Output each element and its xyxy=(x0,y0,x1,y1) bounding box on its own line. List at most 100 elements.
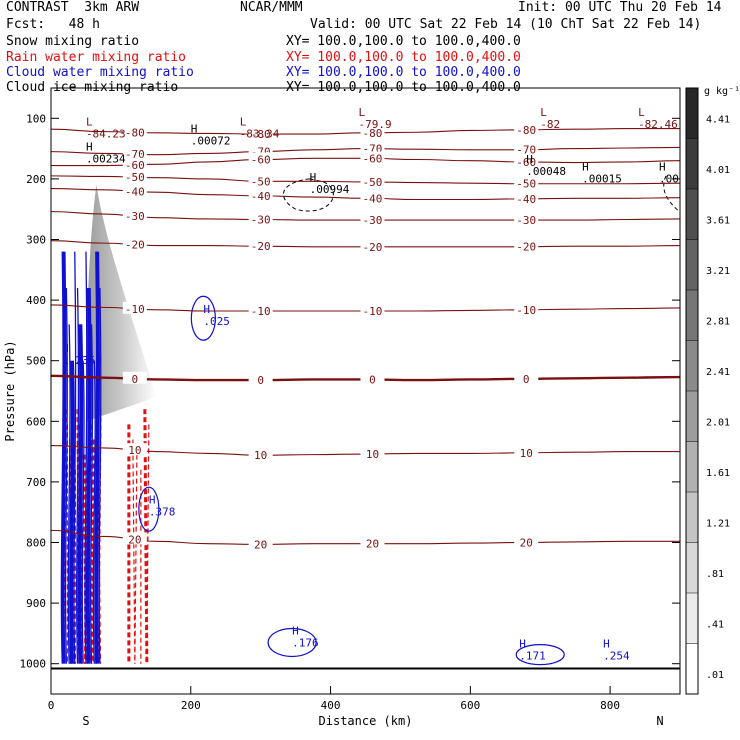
temperature-contour-label: -80 xyxy=(363,127,383,140)
cloud-water-contour xyxy=(81,360,85,664)
temperature-contour-label: -30 xyxy=(363,214,383,227)
contour-label-bg xyxy=(360,239,385,252)
high-marker: H xyxy=(149,493,156,506)
contour-label-bg xyxy=(514,154,539,167)
colorbar-unit: g kg⁻¹ xyxy=(704,86,740,97)
cloud-water-contour xyxy=(69,360,75,664)
field-rain-xy: XY= 100.0,100.0 to 100.0,400.0 xyxy=(286,50,521,65)
temperature-contour-label: 0 xyxy=(523,373,530,386)
cloud-water-contour xyxy=(60,251,67,664)
colorbar-segment xyxy=(686,189,698,240)
field-rain-label: Rain water mixing ratio xyxy=(6,50,187,65)
high-marker: H xyxy=(603,638,610,651)
high-marker: H xyxy=(292,624,299,637)
contour-label-bg xyxy=(122,209,147,222)
temperature-contour-label: -30 xyxy=(251,214,271,227)
field-snow-label: Snow mixing ratio xyxy=(6,34,140,49)
contour-label-bg xyxy=(514,535,539,548)
temperature-contour-label: -60 xyxy=(125,159,145,172)
high-value-label: .378 xyxy=(149,505,176,518)
contour-label-bg xyxy=(248,127,273,140)
low-value-label: -82 xyxy=(540,118,560,131)
colorbar-label: .01 xyxy=(706,670,724,681)
colorbar-label: 1.21 xyxy=(706,518,730,529)
low-value-label: -84.23 xyxy=(86,127,126,140)
cloud-water-contour xyxy=(515,644,565,666)
high-marker: H xyxy=(526,153,533,166)
chart-title-left: CONTRAST 3km ARW xyxy=(6,0,140,15)
x-tick-label: 600 xyxy=(460,699,480,712)
temperature-contour-label: -40 xyxy=(125,185,145,198)
contour-label-bg xyxy=(122,157,147,170)
high-marker: H xyxy=(582,161,589,174)
temperature-contour-label: -10 xyxy=(516,304,536,317)
high-value-label: .176 xyxy=(292,636,319,649)
high-marker: H xyxy=(62,342,69,355)
temperature-contour-label: -50 xyxy=(125,171,145,184)
temperature-contour-label: 20 xyxy=(254,538,267,551)
high-marker: H xyxy=(203,303,210,316)
temperature-contour-label: -30 xyxy=(125,210,145,223)
cloud-water-contour xyxy=(138,486,160,532)
temperature-contour-label: 0 xyxy=(369,374,376,387)
contour-label-bg xyxy=(248,239,273,252)
colorbar-segment xyxy=(686,290,698,341)
temperature-contour-label: -80 xyxy=(251,128,271,141)
high-value-label: .254 xyxy=(603,650,630,663)
temperature-contour-label: 0 xyxy=(132,373,139,386)
colorbar-segment xyxy=(686,391,698,442)
temperature-contour-label: -10 xyxy=(251,305,271,318)
contour-label-bg xyxy=(514,191,539,204)
x-axis-label: Distance (km) xyxy=(319,714,413,728)
temperature-contour-label: 20 xyxy=(366,538,379,551)
temperature-contour-label: 20 xyxy=(520,536,533,549)
x-tick-label: 800 xyxy=(600,699,620,712)
contour-label-bg xyxy=(514,176,539,189)
temperature-contour-label: -40 xyxy=(251,190,271,203)
colorbar-label: 2.41 xyxy=(706,367,730,378)
contour-label-bg xyxy=(514,142,539,155)
temperature-contour-label: -60 xyxy=(251,154,271,167)
contour-label-bg xyxy=(122,301,147,314)
high-value-label: .009 xyxy=(659,173,686,186)
cloud-water-contour xyxy=(84,251,88,664)
south-label: S xyxy=(82,714,89,728)
temperature-contour-label: 0 xyxy=(257,374,264,387)
center-label: NCAR/MMM xyxy=(240,0,303,15)
low-marker: L xyxy=(638,106,645,119)
temperature-contour-label: -40 xyxy=(363,192,383,205)
temperature-contour-label: -20 xyxy=(363,241,383,254)
colorbar-segment xyxy=(686,138,698,189)
colorbar-label: 3.61 xyxy=(706,215,730,226)
high-value-label: .00048 xyxy=(526,165,566,178)
low-value-label: -79.9 xyxy=(359,118,392,131)
contour-label-bg xyxy=(248,174,273,187)
contour-label-bg xyxy=(360,446,385,459)
cloud-ice-contour xyxy=(663,175,680,213)
cloud-water-contour xyxy=(73,251,77,664)
y-tick-label: 500 xyxy=(26,355,46,368)
y-tick-label: 700 xyxy=(26,476,46,489)
contour-label-bg xyxy=(514,371,539,384)
y-tick-label: 300 xyxy=(26,234,46,247)
x-tick-label: 0 xyxy=(48,699,55,712)
contour-label-bg xyxy=(248,373,273,386)
contour-label-bg xyxy=(122,125,147,138)
y-tick-label: 1000 xyxy=(20,658,47,671)
contour-label-bg xyxy=(514,239,539,252)
colorbar-label: 2.81 xyxy=(706,316,730,327)
temperature-contour-label: 10 xyxy=(366,448,379,461)
colorbar-segment xyxy=(686,542,698,593)
rain-water-contour xyxy=(90,439,96,664)
low-value-label: -83.34 xyxy=(240,127,280,140)
y-tick-label: 100 xyxy=(26,112,46,125)
high-value-label: .025 xyxy=(203,315,230,328)
temperature-contour-label: 10 xyxy=(520,447,533,460)
colorbar-label: 4.01 xyxy=(706,165,730,176)
y-tick-label: 900 xyxy=(26,597,46,610)
contour-label-bg xyxy=(248,188,273,201)
temperature-contour-label: -20 xyxy=(251,240,271,253)
contour-label-bg xyxy=(360,536,385,549)
contour-label-bg xyxy=(248,304,273,317)
colorbar-label: 1.61 xyxy=(706,468,730,479)
